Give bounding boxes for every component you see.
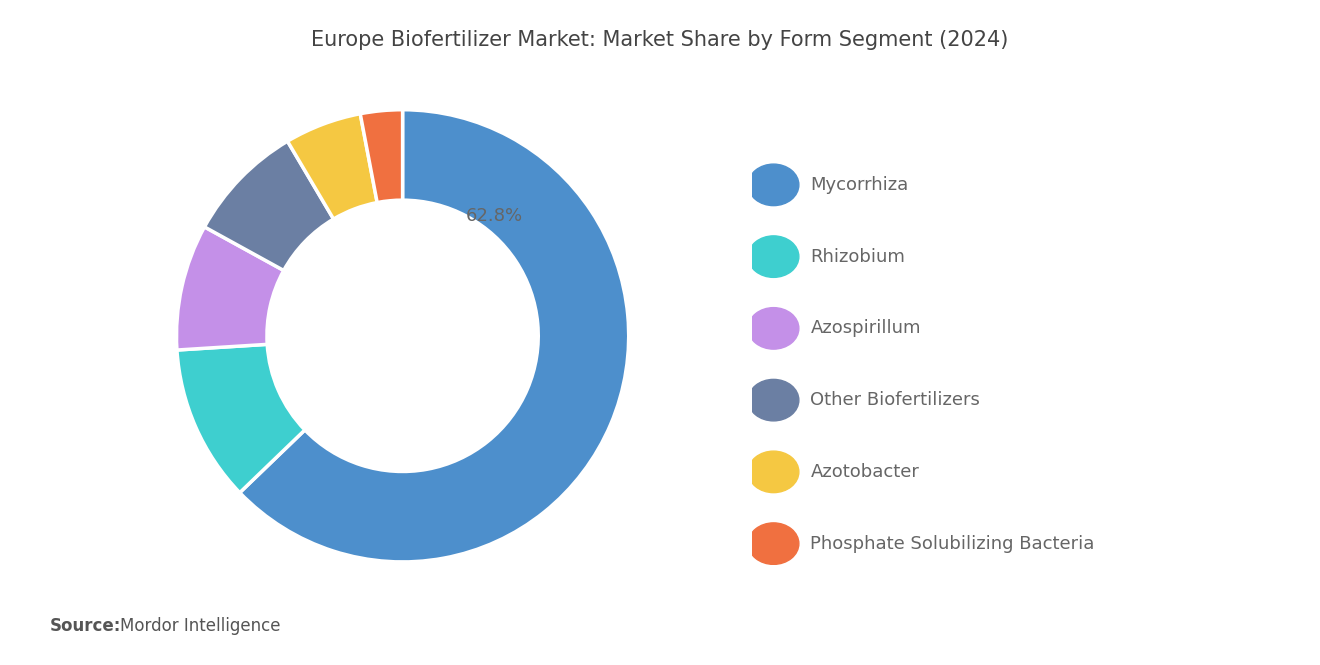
Text: Other Biofertilizers: Other Biofertilizers	[810, 391, 981, 409]
Circle shape	[748, 236, 799, 277]
Circle shape	[748, 164, 799, 205]
Polygon shape	[1180, 583, 1259, 630]
Wedge shape	[205, 141, 334, 271]
Text: Azospirillum: Azospirillum	[810, 319, 921, 337]
Text: Azotobacter: Azotobacter	[810, 463, 919, 481]
Text: 62.8%: 62.8%	[466, 207, 523, 225]
Text: Phosphate Solubilizing Bacteria: Phosphate Solubilizing Bacteria	[810, 535, 1094, 553]
Wedge shape	[360, 110, 403, 203]
Circle shape	[748, 523, 799, 565]
Circle shape	[748, 379, 799, 421]
Text: Mordor Intelligence: Mordor Intelligence	[120, 617, 281, 635]
Wedge shape	[177, 344, 305, 493]
Wedge shape	[177, 227, 284, 350]
Wedge shape	[288, 114, 378, 219]
Text: Europe Biofertilizer Market: Market Share by Form Segment (2024): Europe Biofertilizer Market: Market Shar…	[312, 30, 1008, 50]
Circle shape	[748, 308, 799, 349]
Text: Mycorrhiza: Mycorrhiza	[810, 176, 908, 194]
Text: Source:: Source:	[50, 617, 121, 635]
Circle shape	[748, 451, 799, 493]
Wedge shape	[240, 110, 628, 562]
Text: Rhizobium: Rhizobium	[810, 247, 906, 265]
